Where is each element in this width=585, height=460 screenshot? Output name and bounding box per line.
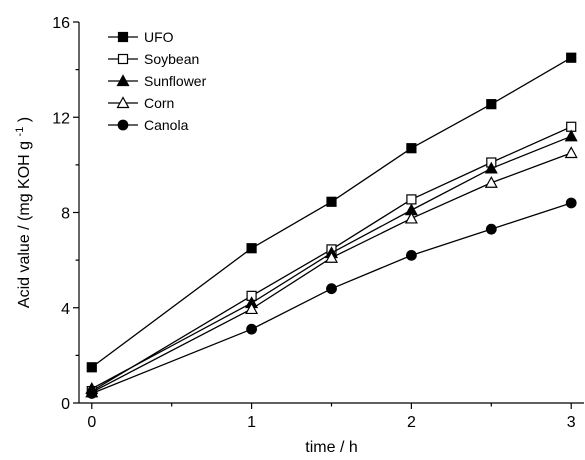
series-line-corn: [91, 152, 572, 393]
data-point-ufo: [566, 52, 577, 63]
legend-label-ufo: UFO: [144, 29, 174, 45]
series-canola: [86, 197, 577, 399]
legend-marker-ufo: [117, 31, 129, 43]
data-point-canola: [86, 388, 98, 399]
x-tick-label: 3: [567, 414, 576, 431]
data-point-ufo: [406, 143, 417, 154]
x-axis: 0 1 2 3: [87, 403, 576, 431]
y-axis-label-superscript: -1: [14, 127, 26, 137]
legend-item-ufo: UFO: [108, 29, 174, 45]
data-point-corn: [564, 146, 578, 159]
data-point-sunflower: [564, 129, 578, 142]
y-axis-label: Acid value / (mg KOH g -1 ): [10, 117, 33, 308]
legend-marker-soybean: [117, 53, 129, 65]
y-tick-label: 0: [61, 396, 70, 413]
series-layer: [85, 52, 578, 399]
y-tick-label: 4: [61, 301, 70, 318]
data-point-canola: [246, 323, 257, 335]
series-line-ufo: [91, 57, 572, 368]
data-point-ufo: [326, 196, 337, 207]
data-point-corn: [404, 211, 418, 224]
x-tick-label: 0: [87, 414, 96, 431]
x-axis-label: time / h: [305, 439, 357, 456]
legend-marker-canola: [117, 119, 129, 131]
data-point-corn: [245, 302, 259, 315]
data-point-sunflower: [484, 161, 498, 174]
legend: UFO Soybean Sunflower Corn Canola: [108, 29, 207, 133]
y-axis-label-tail: ): [16, 117, 33, 122]
data-point-canola: [485, 223, 497, 235]
x-tick-label: 2: [407, 414, 416, 431]
data-point-canola: [326, 283, 337, 295]
x-tick-label: 1: [247, 414, 256, 431]
legend-label-canola: Canola: [144, 117, 189, 133]
data-point-canola: [406, 249, 417, 261]
y-tick-label: 12: [52, 110, 70, 127]
data-point-ufo: [246, 243, 257, 254]
y-axis-label-main: Acid value / (mg KOH g: [16, 141, 33, 308]
legend-item-sunflower: Sunflower: [108, 73, 207, 89]
legend-marker-sunflower: [116, 74, 130, 87]
series-ufo: [86, 52, 577, 373]
legend-label-soybean: Soybean: [144, 51, 199, 67]
series-line-sunflower: [91, 135, 572, 390]
data-point-ufo: [486, 99, 497, 110]
y-tick-label: 16: [52, 15, 70, 32]
data-point-corn: [484, 175, 498, 188]
legend-item-canola: Canola: [108, 117, 189, 133]
y-tick-label: 8: [61, 206, 70, 223]
legend-label-sunflower: Sunflower: [144, 73, 207, 89]
data-point-corn: [324, 250, 339, 263]
legend-item-corn: Corn: [108, 95, 174, 111]
data-point-soybean: [406, 194, 417, 205]
y-axis: 0 4 8 12 16: [52, 15, 79, 413]
legend-item-soybean: Soybean: [108, 51, 199, 67]
legend-marker-corn: [116, 96, 130, 109]
legend-label-corn: Corn: [144, 95, 174, 111]
data-point-canola: [565, 197, 577, 209]
series-line-canola: [91, 202, 572, 395]
data-point-ufo: [86, 362, 97, 373]
series-corn: [85, 146, 578, 398]
series-line-soybean: [91, 126, 572, 392]
